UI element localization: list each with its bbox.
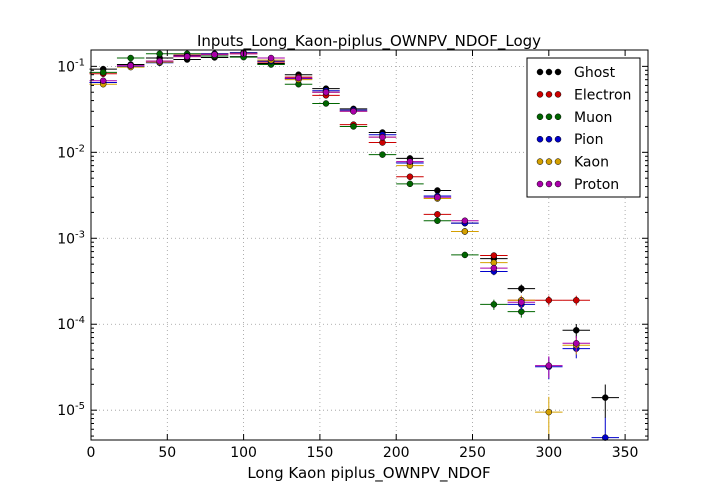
data-point: [490, 301, 498, 308]
chart-title: Inputs_Long_Kaon-piplus_OWNPV_NDOF_Logy: [197, 32, 541, 51]
data-point: [461, 228, 469, 235]
legend: Ghost Electron Muon Pion Kaon Proton: [526, 57, 641, 198]
data-point: [156, 57, 163, 65]
legend-marker: [554, 158, 562, 165]
x-tick-label: 300: [535, 445, 562, 461]
data-point: [461, 217, 469, 224]
data-point: [211, 51, 218, 58]
legend-label: Pion: [574, 132, 603, 148]
legend-marker: [554, 180, 562, 188]
data-point: [99, 77, 107, 85]
legend-marker: [536, 135, 544, 143]
x-axis: 0 50 100 150 200 250 300 350: [87, 50, 639, 461]
legend-box: [526, 57, 641, 198]
legend-marker: [545, 135, 553, 143]
data-point: [295, 74, 302, 82]
data-point: [545, 297, 553, 304]
x-axis-label: Long Kaon piplus_OWNPV_NDOF: [247, 464, 490, 483]
legend-label: Proton: [574, 177, 619, 193]
data-point: [350, 108, 357, 115]
data-point: [127, 62, 134, 69]
data-point: [434, 187, 441, 194]
x-tick-label: 50: [158, 445, 176, 461]
legend-marker: [545, 113, 553, 121]
x-tick-label: 150: [307, 445, 334, 461]
data-point: [518, 299, 525, 306]
data-point: [434, 211, 441, 218]
data-point: [490, 259, 498, 266]
legend-marker: [545, 68, 553, 76]
data-point: [602, 434, 609, 441]
data-point: [156, 50, 163, 58]
legend-marker: [554, 135, 562, 143]
data-point: [379, 151, 386, 158]
legend-marker: [554, 113, 562, 121]
data-point: [545, 362, 553, 369]
x-tick-label: 100: [230, 445, 257, 461]
data-point: [434, 194, 441, 201]
data-point: [490, 252, 498, 259]
legend-marker: [554, 68, 562, 76]
data-point: [379, 133, 386, 141]
data-point: [99, 69, 107, 76]
y-axis: 10-5 10-4 10-3 10-2 10-1: [57, 57, 648, 437]
y-tick-label: 10-5: [57, 401, 85, 419]
data-point: [350, 123, 357, 130]
legend-label: Muon: [574, 110, 612, 126]
legend-marker: [545, 180, 553, 188]
series-proton: [89, 50, 591, 378]
data-point: [573, 297, 580, 304]
legend-marker: [554, 91, 562, 98]
y-tick-label: 10-3: [57, 229, 85, 247]
data-point: [545, 408, 553, 416]
x-tick-label: 350: [612, 445, 639, 461]
legend-marker: [545, 91, 553, 98]
data-point: [490, 264, 498, 272]
data-point: [573, 327, 580, 334]
data-point: [518, 285, 525, 292]
legend-marker: [536, 180, 544, 188]
series-muon: [89, 50, 536, 318]
legend-marker: [536, 91, 544, 98]
data-point: [183, 53, 191, 60]
data-point: [322, 100, 330, 107]
legend-marker: [536, 68, 544, 76]
data-point: [406, 173, 414, 180]
legend-label: Kaon: [574, 155, 609, 171]
data-point: [573, 340, 580, 347]
data-point: [322, 88, 330, 96]
data-point: [602, 394, 609, 401]
data-point: [267, 54, 275, 62]
data-point: [406, 158, 414, 165]
legend-label: Ghost: [574, 65, 616, 81]
y-tick-label: 10-4: [57, 315, 85, 333]
y-tick-label: 10-2: [57, 143, 85, 161]
plot-frame: [90, 49, 649, 441]
x-tick-label: 200: [383, 445, 410, 461]
data-point: [461, 251, 469, 259]
y-tick-label: 10-1: [57, 57, 85, 75]
x-tick-label: 250: [459, 445, 486, 461]
data-point: [406, 180, 414, 188]
x-tick-label: 0: [87, 445, 96, 461]
data-point: [127, 54, 134, 62]
legend-marker: [536, 113, 544, 121]
grid: [90, 50, 648, 440]
data-point: [434, 217, 441, 224]
legend-marker: [545, 158, 553, 165]
legend-label: Electron: [574, 87, 631, 103]
series-layer: [89, 49, 620, 441]
legend-marker: [536, 158, 544, 165]
